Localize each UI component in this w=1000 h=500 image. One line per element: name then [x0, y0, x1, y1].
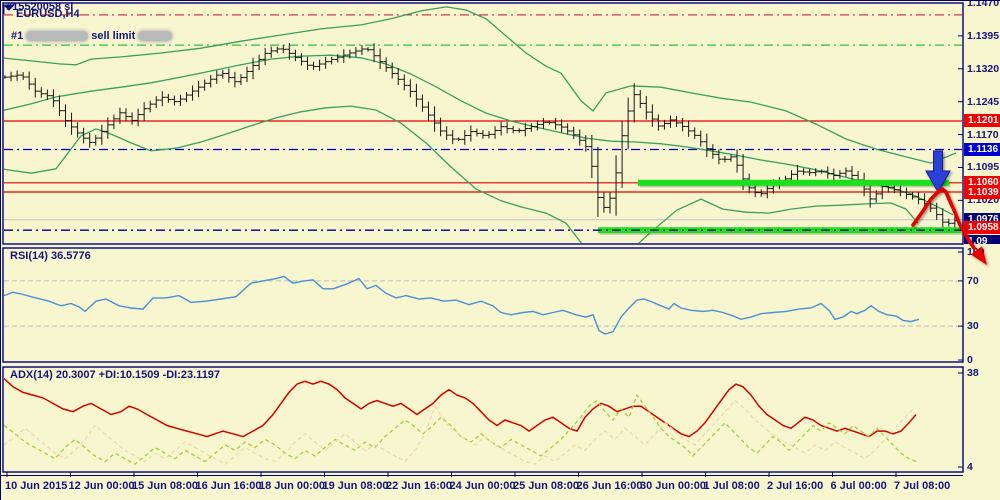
- rsi-axis-tick-label: 100: [967, 246, 985, 258]
- price-axis-tick-label: 1.1245: [967, 95, 1000, 108]
- rsi-axis-tick-label: 30: [967, 320, 979, 333]
- bollinger-bands: [4, 6, 957, 243]
- adx-panel[interactable]: [2, 366, 964, 473]
- ohlc-bars: [4, 43, 958, 229]
- price-axis-tick-label: 1.1095: [967, 161, 1000, 174]
- adx-axis-tick-label: 38: [967, 367, 979, 379]
- bollinger-upper-band: [4, 6, 957, 164]
- time-axis-label: 19 Jun 08:00: [322, 480, 389, 492]
- sell-limit-order-number-prefix: #1: [11, 30, 24, 42]
- rsi-line: [4, 275, 920, 335]
- time-axis-label: 18 Jun 00:00: [259, 480, 326, 492]
- redacted-order-price: [138, 31, 173, 42]
- rsi-indicator-label: RSI(14) 36.5776: [10, 250, 91, 262]
- price-axis-tick-label: 1.1395: [967, 29, 1000, 42]
- time-axis-label: 1 Jul 08:00: [703, 480, 760, 492]
- price-axis-tick-label: 1.1320: [967, 62, 1000, 75]
- price-badge-1.1201: 1.1201: [964, 114, 1000, 128]
- time-axis-label: 15 Jun 08:00: [132, 480, 199, 492]
- sell-limit-order-label: #1 sell limit: [11, 30, 175, 42]
- adx-series-ADX: [4, 377, 917, 438]
- time-axis-label: 12 Jun 00:00: [68, 480, 135, 492]
- time-axis-label: 25 Jun 08:00: [513, 480, 580, 492]
- time-axis-label: 6 Jul 00:00: [830, 480, 887, 492]
- main-chart-panel[interactable]: [2, 2, 964, 245]
- bollinger-middle-band: [4, 54, 954, 216]
- redacted-order-number: [26, 31, 89, 42]
- bollinger-lower-band: [4, 105, 919, 243]
- adx-axis-tick-label: 4: [967, 461, 973, 473]
- time-axis-label: 16 Jun 16:00: [195, 480, 262, 492]
- price-badge-1.1136: 1.1136: [964, 142, 1000, 156]
- adx-indicator-label: ADX(14) 20.3007 +DI:10.1509 -DI:23.1197: [10, 369, 221, 381]
- rsi-axis-tick-label: 70: [967, 274, 979, 287]
- time-axis-label: 24 Jun 00:00: [449, 480, 516, 492]
- sell-limit-order-type: sell limit: [91, 30, 136, 42]
- time-axis-label: 7 Jul 08:00: [894, 480, 951, 492]
- time-axis-label: 26 Jun 16:00: [576, 480, 643, 492]
- rsi-panel[interactable]: [2, 247, 964, 363]
- price-axis-tick-label: 1.1170: [967, 128, 999, 141]
- adx-series--DI: [4, 399, 914, 465]
- main-hlines: [4, 14, 962, 221]
- time-axis-label: 22 Jun 16:00: [386, 480, 453, 492]
- price-axis-tick-label: 1.1470: [967, 0, 1000, 9]
- time-axis-label: 30 Jun 00:00: [640, 480, 707, 492]
- symbol-title: EURUSD,H4: [16, 8, 80, 20]
- time-axis-label: 2 Jul 16:00: [767, 480, 824, 492]
- order-marker-icon: [2, 4, 16, 14]
- rsi-axis-tick-label: 0: [967, 354, 973, 366]
- time-axis-label: 10 Jun 2015: [5, 480, 68, 492]
- highlight-zones: [4, 179, 962, 235]
- stop-loss-order-label: #15520058 sl: [6, 1, 74, 13]
- price-badge-1.09: 1.09: [964, 235, 1000, 244]
- price-badge-1.1039: 1.1039: [964, 185, 1000, 199]
- adx-series-+DI: [4, 393, 917, 465]
- price-badge-1.0958: 1.0958: [964, 221, 1000, 235]
